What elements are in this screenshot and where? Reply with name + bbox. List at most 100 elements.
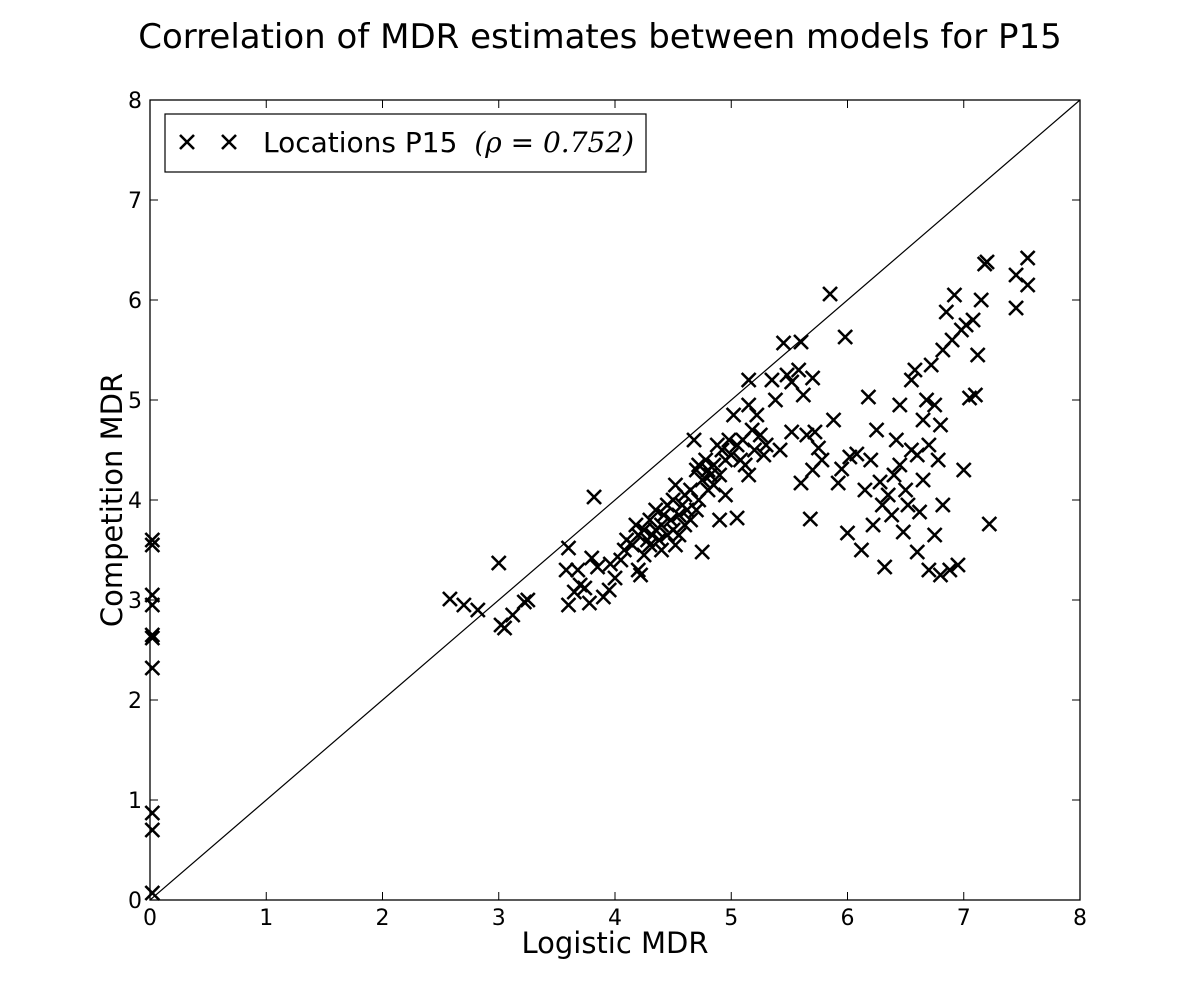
legend-marker-icon (179, 134, 195, 150)
data-point (694, 544, 711, 560)
data-point (772, 442, 788, 458)
data-point (915, 412, 931, 428)
data-point (569, 562, 586, 578)
data-point (442, 591, 458, 607)
legend-series-name: Locations P15 (263, 126, 457, 159)
data-point (612, 552, 629, 568)
y-axis-label: Competition MDR (95, 373, 129, 627)
data-point (748, 407, 765, 423)
data-point (779, 367, 795, 383)
data-point (144, 885, 161, 901)
data-point (740, 397, 757, 413)
data-point (857, 482, 873, 498)
data-point (926, 527, 943, 543)
data-point (920, 562, 937, 578)
data-point (504, 607, 521, 623)
data-point (583, 550, 600, 566)
data-point (793, 334, 809, 350)
data-point (667, 537, 684, 553)
data-point (932, 417, 949, 433)
chart-title: Correlation of MDR estimates between mod… (138, 17, 1062, 57)
data-point (671, 507, 687, 523)
data-point (807, 424, 823, 440)
data-point (729, 510, 745, 526)
data-point (790, 362, 807, 378)
data-point (744, 422, 761, 438)
data-point (979, 254, 995, 270)
data-point (907, 362, 923, 378)
data-point (711, 512, 728, 528)
x-tick-label: 8 (1073, 906, 1087, 931)
data-point (930, 452, 947, 468)
data-points (144, 250, 1036, 901)
data-point (764, 372, 780, 388)
data-point (496, 620, 513, 636)
data-point (682, 512, 699, 528)
data-point (1019, 250, 1036, 266)
y-tick-label: 8 (128, 89, 142, 114)
data-point (144, 822, 161, 838)
data-point (837, 329, 854, 345)
data-point (581, 595, 598, 611)
data-point (795, 387, 812, 403)
x-tick-label: 7 (957, 906, 971, 931)
data-point (825, 412, 842, 428)
data-point (632, 567, 649, 583)
data-point (589, 559, 606, 575)
data-point (746, 442, 763, 458)
data-point (814, 452, 830, 468)
data-point (1019, 277, 1036, 293)
data-point (558, 562, 575, 578)
data-point (775, 335, 792, 351)
data-point (950, 557, 966, 573)
data-point (714, 442, 730, 458)
data-point (804, 370, 821, 386)
data-point (923, 357, 940, 373)
data-point (965, 312, 981, 328)
data-point (891, 457, 908, 473)
x-axis-label: Logistic MDR (521, 926, 708, 960)
data-point (519, 592, 536, 608)
data-point (897, 482, 914, 498)
data-point (934, 497, 951, 513)
data-point (886, 467, 902, 483)
x-tick-label: 4 (608, 906, 622, 931)
data-point (967, 387, 984, 403)
data-point (883, 507, 900, 523)
data-point (641, 512, 658, 528)
data-point (783, 374, 800, 390)
data-point (853, 542, 870, 558)
data-point (941, 562, 958, 578)
y-tick-label: 1 (128, 789, 142, 814)
data-point (469, 602, 486, 618)
data-point (969, 347, 986, 363)
data-point (636, 522, 652, 538)
data-point (694, 472, 711, 488)
data-point (926, 397, 943, 413)
legend-marker-icon (221, 134, 237, 150)
data-point (576, 580, 593, 596)
data-point (490, 555, 507, 571)
data-point (144, 537, 161, 553)
data-point (920, 437, 937, 453)
data-point (455, 597, 472, 613)
legend-box (164, 113, 647, 173)
data-point (918, 392, 935, 408)
y-tick-label: 3 (128, 589, 142, 614)
data-point (895, 524, 912, 540)
data-point (144, 630, 161, 646)
data-point (586, 489, 602, 505)
y-tick-labels: 0 1 2 3 4 5 6 7 8 (128, 89, 142, 914)
data-point (839, 525, 856, 541)
data-point (602, 556, 619, 572)
data-point (601, 582, 618, 598)
data-point (725, 407, 742, 423)
legend-entry-label: Locations P15 (ρ = 0.752) (263, 126, 634, 159)
data-point (822, 286, 838, 302)
y-tick-label: 5 (128, 389, 142, 414)
data-point (932, 567, 949, 583)
data-point (636, 547, 652, 563)
identity-reference-line (149, 99, 1081, 901)
x-tick-label: 5 (724, 906, 738, 931)
